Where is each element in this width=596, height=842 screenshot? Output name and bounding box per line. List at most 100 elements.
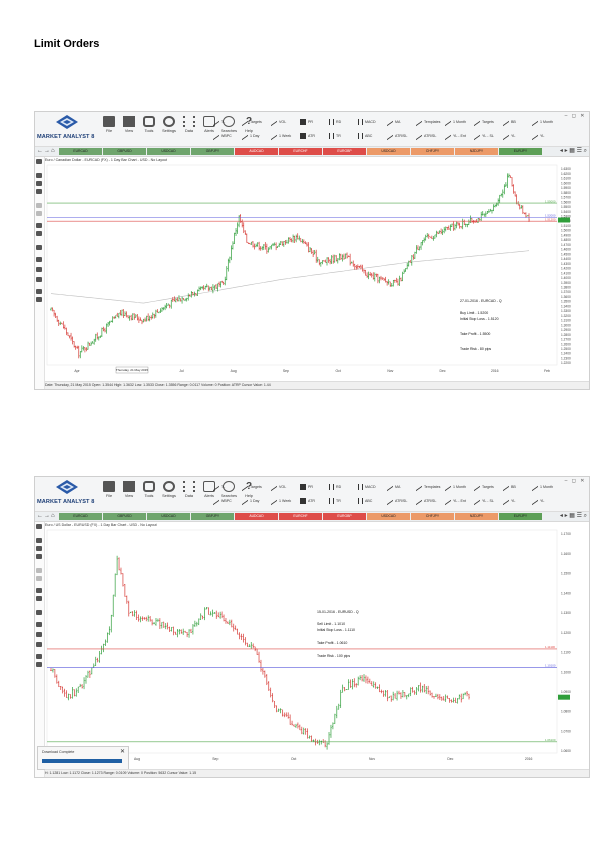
drawing-tool-targets[interactable]: Targets <box>242 117 262 127</box>
print-icon[interactable] <box>36 189 42 194</box>
drawing-tool-tr[interactable]: TR <box>329 496 341 506</box>
target-icon[interactable] <box>36 642 42 647</box>
drawing-tool-pr[interactable]: PR <box>300 117 313 127</box>
drawing-tool-templates[interactable]: Templates <box>416 117 440 127</box>
forward-icon[interactable]: → <box>44 513 50 519</box>
drawing-tool-ma[interactable]: MA <box>387 482 400 492</box>
searches-button[interactable]: Searches <box>219 481 239 498</box>
table-icon[interactable] <box>36 297 42 302</box>
drawing-tool-targets[interactable]: Targets <box>474 117 494 127</box>
drawing-tool-atr-sl[interactable]: ATR/SL <box>387 131 407 141</box>
tab-eurchf[interactable]: EURCHF <box>279 513 322 520</box>
view-button[interactable]: View <box>119 116 139 133</box>
drawing-tool-ma[interactable]: MA <box>387 117 400 127</box>
home-icon[interactable]: ⌂ <box>51 513 55 519</box>
forward-icon[interactable]: → <box>44 148 50 154</box>
home-icon[interactable]: ⌂ <box>51 148 55 154</box>
alerts-button[interactable]: Alerts <box>199 481 219 498</box>
tab-eurchf[interactable]: EURCHF <box>279 148 322 155</box>
tab-nzdjpy[interactable]: NZDJPY <box>455 148 498 155</box>
drawing-tool-atr[interactable]: ATR <box>300 131 315 141</box>
drawing-tool-tl[interactable]: TL <box>213 117 225 127</box>
drawing-tool-yl-ent[interactable]: YL - Ent <box>445 496 466 506</box>
user-icon[interactable] <box>36 289 42 294</box>
drawing-tool-yl[interactable]: YL <box>503 496 515 506</box>
tab-gbpjpy[interactable]: GBPJPY <box>191 513 234 520</box>
tab-gbpusd[interactable]: GBPUSD <box>103 513 146 520</box>
view-button[interactable]: View <box>119 481 139 498</box>
tab-audcad[interactable]: AUDCAD <box>235 148 278 155</box>
file-button[interactable]: File <box>99 481 119 498</box>
save-icon[interactable] <box>36 546 42 551</box>
layers-icon[interactable] <box>36 588 42 593</box>
drawing-tool-rd[interactable]: RD <box>329 117 341 127</box>
layers-icon[interactable] <box>36 223 42 228</box>
print-icon[interactable] <box>36 554 42 559</box>
drawing-tool-atr-sl[interactable]: ATR/SL <box>416 496 436 506</box>
tab-nzdjpy[interactable]: NZDJPY <box>455 513 498 520</box>
page-icon[interactable] <box>36 231 42 236</box>
drawing-tool-vol[interactable]: VOL <box>271 117 286 127</box>
drawing-tool-yl-ent[interactable]: YL - Ent <box>445 131 466 141</box>
help-button[interactable]: ? Help <box>239 116 259 133</box>
layout-icons[interactable]: ◂ ▸ ▦ ☰ ⌕ <box>559 513 587 519</box>
tab-chfjpy[interactable]: CHFJPY <box>411 148 454 155</box>
file-button[interactable]: File <box>99 116 119 133</box>
back-icon[interactable]: ← <box>37 148 43 154</box>
undo-icon[interactable] <box>36 568 42 573</box>
window-controls[interactable]: – ◻ ✕ <box>564 478 586 484</box>
page-icon[interactable] <box>36 596 42 601</box>
tab-usdcad[interactable]: USDCAD <box>367 148 410 155</box>
folder-icon[interactable] <box>36 538 42 543</box>
drawing-tool-tr[interactable]: TR <box>329 131 341 141</box>
table-icon[interactable] <box>36 662 42 667</box>
drawing-tool-rd[interactable]: RD <box>329 482 341 492</box>
drawing-tool-yl[interactable]: YL <box>503 131 515 141</box>
chart-type-icon[interactable] <box>36 159 42 164</box>
alerts-button[interactable]: Alerts <box>199 116 219 133</box>
drawing-tool-templates[interactable]: Templates <box>416 482 440 492</box>
drawing-tool-1-month[interactable]: 1 Month <box>532 117 553 127</box>
drawing-tool-1-day[interactable]: 1 Day <box>242 496 259 506</box>
tools-button[interactable]: Tools <box>139 481 159 498</box>
drawing-tool-1-week[interactable]: 1 Week <box>271 131 291 141</box>
drawing-tool-1-day[interactable]: 1 Day <box>242 131 259 141</box>
lock-icon[interactable] <box>36 632 42 637</box>
drawing-tool-atr-sl[interactable]: ATR/SL <box>387 496 407 506</box>
tab-chfjpy[interactable]: CHFJPY <box>411 513 454 520</box>
drawing-tool-yl[interactable]: YL <box>532 131 544 141</box>
tab-eurgbp[interactable]: EURGBP <box>323 513 366 520</box>
lock-icon[interactable] <box>36 267 42 272</box>
drawing-tool-yl-sl[interactable]: YL - SL <box>474 131 494 141</box>
save-icon[interactable] <box>36 181 42 186</box>
settings-button[interactable]: Settings <box>159 116 179 133</box>
tab-eurjpy[interactable]: EURJPY <box>499 148 542 155</box>
undo-icon[interactable] <box>36 203 42 208</box>
layout-icons[interactable]: ◂ ▸ ▦ ☰ ⌕ <box>559 148 587 154</box>
price-chart[interactable]: 1.1700 1.1600 1.1500 1.1400 1.1300 1.1200 1.11… <box>45 528 589 769</box>
drawing-tool-wbpc[interactable]: WBPC <box>213 131 232 141</box>
data-button[interactable]: Data <box>179 116 199 133</box>
help-button[interactable]: ? Help <box>239 481 259 498</box>
redo-icon[interactable] <box>36 211 42 216</box>
drawing-tool-bb[interactable]: BB <box>503 482 516 492</box>
price-chart[interactable]: 1.63001.62001.61001.60001.59001.58001.57… <box>45 163 589 381</box>
drawing-tool-1-month[interactable]: 1 Month <box>445 482 466 492</box>
user-icon[interactable] <box>36 654 42 659</box>
tab-eurcad[interactable]: EURCAD <box>59 148 102 155</box>
drawing-tool-1-week[interactable]: 1 Week <box>271 496 291 506</box>
drawing-tool-1-month[interactable]: 1 Month <box>445 117 466 127</box>
chart-type-icon[interactable] <box>36 524 42 529</box>
drawing-tool-tl[interactable]: TL <box>213 482 225 492</box>
tab-eurjpy[interactable]: EURJPY <box>499 513 542 520</box>
tab-eurcad[interactable]: EURCAD <box>59 513 102 520</box>
drawing-tool-wbpc[interactable]: WBPC <box>213 496 232 506</box>
pen-icon[interactable] <box>36 610 42 615</box>
crosshair-icon[interactable] <box>36 622 42 627</box>
drawing-tool-targets[interactable]: Targets <box>474 482 494 492</box>
target-icon[interactable] <box>36 277 42 282</box>
pen-icon[interactable] <box>36 245 42 250</box>
tab-gbpjpy[interactable]: GBPJPY <box>191 148 234 155</box>
data-button[interactable]: Data <box>179 481 199 498</box>
drawing-tool-bb[interactable]: BB <box>503 117 516 127</box>
